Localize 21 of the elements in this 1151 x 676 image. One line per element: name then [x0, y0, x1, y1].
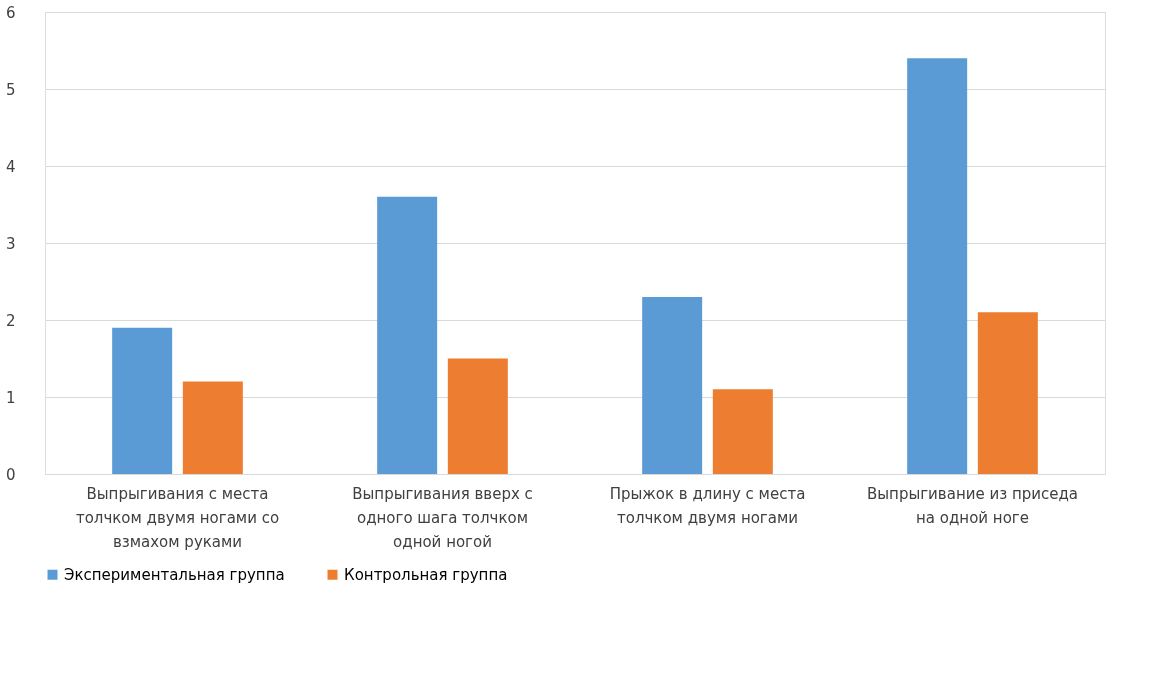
y-tick-label: 6 [5, 3, 16, 22]
y-tick-label: 1 [5, 388, 16, 407]
y-tick-label: 4 [5, 157, 16, 176]
y-tick-label: 3 [5, 234, 16, 253]
y-tick-label: 2 [5, 311, 16, 330]
x-tick-label: Выпрыгивание из приседа на одной ноге [866, 484, 1079, 527]
legend-label: Экспериментальная группа [64, 565, 285, 584]
bar [447, 358, 508, 474]
bar [112, 327, 173, 474]
x-tick-label: Прыжок в длину с места толчком двумя ногами [609, 484, 806, 527]
bar [182, 381, 243, 474]
bar [712, 389, 773, 474]
y-tick-label: 5 [5, 80, 16, 99]
bar [977, 312, 1038, 474]
bar [377, 196, 438, 474]
x-tick-label: Выпрыгивания вверх с одного шага толчком одной ногой [352, 484, 533, 551]
y-tick-label: 0 [5, 465, 16, 484]
x-tick-label: Выпрыгивания с места толчком двумя ногами со взмахом руками [75, 484, 280, 551]
bar [642, 296, 703, 474]
legend-label: Контрольная группа [344, 565, 508, 584]
bar [907, 58, 968, 474]
